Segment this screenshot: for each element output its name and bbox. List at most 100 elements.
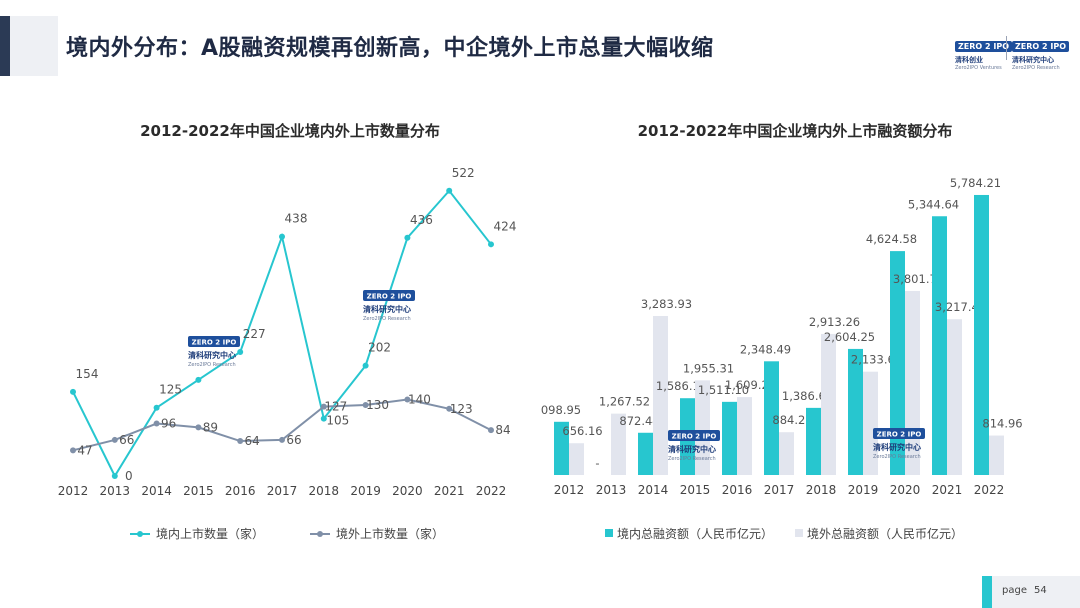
x-tick-label: 2019 xyxy=(350,484,381,498)
watermark-en-text: Zero2IPO Research xyxy=(873,454,921,460)
line-chart-title: 2012-2022年中国企业境内外上市数量分布 xyxy=(140,122,440,140)
logo-box-text: ZERO 2 IPO xyxy=(1012,41,1070,52)
x-tick-label: 2013 xyxy=(596,483,627,497)
data-label-domestic: 105 xyxy=(326,414,349,428)
x-tick-label: 2017 xyxy=(267,484,298,498)
data-point-domestic xyxy=(153,404,160,411)
logo-divider xyxy=(1006,36,1007,60)
legend-label: 境内上市数量（家） xyxy=(156,526,264,541)
x-tick-label: 2012 xyxy=(58,484,89,498)
data-label-overseas: 3,283.93 xyxy=(641,297,692,311)
zero2ipo-research-logo: ZERO 2 IPO 清科研究中心 Zero2IPO Research xyxy=(1012,34,1070,71)
data-point-overseas xyxy=(111,436,118,443)
data-label-domestic: 2,604.25 xyxy=(824,330,875,344)
watermark-logo-box xyxy=(668,430,720,441)
watermark-box-text: ZERO 2 IPO xyxy=(367,293,412,301)
x-tick-label: 2019 xyxy=(848,483,879,497)
bar-domestic xyxy=(848,348,863,475)
x-tick-label: 2015 xyxy=(680,483,711,497)
x-tick-label: 2022 xyxy=(476,484,507,498)
data-label-domestic: 436 xyxy=(410,213,433,227)
zero2ipo-ventures-logo: ZERO 2 IPO 清科创业 Zero2IPO Ventures xyxy=(955,34,1013,71)
data-label-domestic: 4,624.58 xyxy=(866,232,917,246)
data-point-domestic xyxy=(362,362,369,369)
x-tick-label: 2021 xyxy=(434,484,465,498)
legend-marker xyxy=(317,531,323,537)
bar-domestic xyxy=(764,361,779,475)
data-label-overseas: 66 xyxy=(119,433,134,447)
header-accent-bar xyxy=(0,16,10,76)
x-tick-label: 2020 xyxy=(890,483,921,497)
legend-swatch xyxy=(605,529,613,537)
data-label-overseas: 96 xyxy=(161,417,176,431)
data-label-domestic: 202 xyxy=(368,341,391,355)
series-line-domestic xyxy=(72,189,492,479)
bar-overseas xyxy=(779,432,794,475)
legend-swatch xyxy=(795,529,803,537)
data-label-domestic: 5,344.64 xyxy=(908,197,959,211)
data-label-overseas: 1,955.31 xyxy=(683,361,734,375)
data-point-domestic xyxy=(195,376,202,383)
x-tick-label: 2016 xyxy=(225,484,256,498)
data-point-overseas xyxy=(362,401,369,408)
watermark-en-text: Zero2IPO Research xyxy=(668,456,716,462)
data-label-domestic: 1,586.14 xyxy=(656,379,707,393)
bar-chart-title: 2012-2022年中国企业境内外上市融资额分布 xyxy=(637,122,953,140)
logo-cn-text: 清科研究中心 xyxy=(1012,56,1054,64)
watermark-logo-box xyxy=(873,428,925,439)
data-point-overseas xyxy=(279,436,285,443)
bar-domestic xyxy=(890,251,905,475)
data-label-domestic: 424 xyxy=(494,219,517,233)
x-tick-label: 2018 xyxy=(309,484,340,498)
data-point-overseas xyxy=(446,405,453,412)
data-point-domestic xyxy=(404,234,411,241)
data-label-domestic: 522 xyxy=(452,166,475,180)
data-label-overseas: 89 xyxy=(203,420,218,434)
legend-label: 境外上市数量（家） xyxy=(336,526,444,541)
listing-count-line-chart: 154 0 125 227 438 105 202 436 522 424 47 66 96 89 64 66… xyxy=(58,166,517,541)
data-point-overseas xyxy=(70,447,76,454)
data-label-overseas: 130 xyxy=(366,398,389,412)
data-point-domestic xyxy=(237,348,244,355)
data-point-overseas xyxy=(320,403,327,410)
data-label-overseas: 3,217.46 xyxy=(935,300,986,314)
watermark-box-text: ZERO 2 IPO xyxy=(877,431,922,439)
data-point-domestic xyxy=(70,388,76,395)
data-label-overseas: 656.16 xyxy=(562,424,602,438)
data-point-domestic xyxy=(320,415,327,422)
x-tick-label: 2017 xyxy=(764,483,795,497)
x-tick-label: 2022 xyxy=(974,483,1005,497)
data-point-domestic xyxy=(446,187,453,194)
data-label-domestic: 872.44 xyxy=(619,414,659,428)
bar-overseas xyxy=(947,319,962,475)
data-label-overseas: 66 xyxy=(286,433,301,447)
bar-overseas xyxy=(821,333,836,475)
logo-en-text: Zero2IPO Research xyxy=(1012,65,1060,71)
bar-overseas xyxy=(737,397,752,475)
x-tick-label: 2016 xyxy=(722,483,753,497)
data-label-domestic: 1,386.62 xyxy=(782,389,833,403)
data-label-domestic: 1,098.95 xyxy=(540,403,581,417)
data-label-domestic: 227 xyxy=(243,327,266,341)
logo-en-text: Zero2IPO Ventures xyxy=(955,65,1002,71)
data-point-overseas xyxy=(237,438,244,445)
logo-box-text: ZERO 2 IPO xyxy=(955,41,1013,52)
data-label-domestic: 0 xyxy=(125,469,133,483)
watermark-cn-text: 清科研究中心 xyxy=(873,442,921,452)
data-point-domestic xyxy=(279,233,285,240)
watermark-logo-box xyxy=(188,336,240,347)
watermark-logo-box xyxy=(363,290,415,301)
x-tick-label: 2014 xyxy=(141,484,172,498)
watermark-cn-text: 清科研究中心 xyxy=(188,350,236,360)
page-footer-box xyxy=(992,576,1080,608)
watermark-cn-text: 清科研究中心 xyxy=(363,304,411,314)
data-label-domestic: - xyxy=(595,456,599,470)
data-label-overseas: 127 xyxy=(324,400,347,414)
bar-overseas xyxy=(569,443,584,475)
x-tick-label: 2020 xyxy=(392,484,423,498)
x-tick-label: 2015 xyxy=(183,484,214,498)
bar-overseas xyxy=(611,413,626,475)
bar-domestic xyxy=(554,421,569,475)
data-point-domestic xyxy=(111,473,118,479)
data-label-overseas: 884.26 xyxy=(772,413,812,427)
